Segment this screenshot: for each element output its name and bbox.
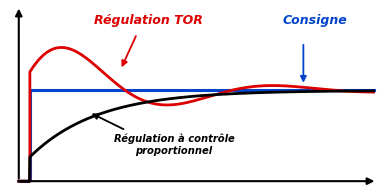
Text: Consigne: Consigne <box>282 14 347 27</box>
Text: Régulation TOR: Régulation TOR <box>94 14 203 27</box>
Text: Régulation à contrôle
proportionnel: Régulation à contrôle proportionnel <box>114 134 234 156</box>
